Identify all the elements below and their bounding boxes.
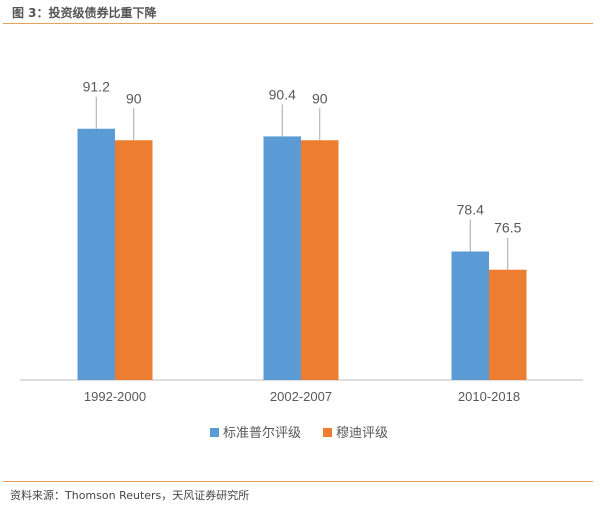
x-tick-label: 2010-2018 (458, 389, 520, 404)
bar-0-0 (77, 128, 115, 380)
data-label: 90 (126, 90, 142, 106)
data-label: 76.5 (494, 220, 521, 236)
data-label: 90 (312, 90, 328, 106)
data-label: 91.2 (83, 79, 110, 95)
bar-1-0 (115, 140, 153, 380)
bottom-divider (3, 481, 593, 482)
legend-label-0: 标准普尔评级 (223, 426, 301, 441)
bar-0-2 (451, 251, 489, 380)
bar-1-1 (301, 140, 339, 380)
figure-title: 图 3：投资级债券比重下降 (12, 6, 157, 20)
bar-0-1 (263, 136, 301, 380)
source-note: 资料来源：Thomson Reuters，天风证券研究所 (10, 489, 250, 502)
legend-swatch-1 (323, 428, 332, 437)
x-tick-label: 2002-2007 (270, 389, 332, 404)
data-label: 90.4 (269, 86, 296, 102)
x-tick-label: 1992-2000 (84, 389, 146, 404)
legend-swatch-0 (210, 428, 219, 437)
legend-label-1: 穆迪评级 (336, 426, 388, 441)
top-divider (3, 23, 593, 24)
bar-1-2 (489, 269, 527, 380)
data-label: 78.4 (457, 201, 484, 217)
bar-chart: 91.2 90 1992-2000 90.4 90 2002-2007 78.4 76.5 20… (20, 79, 583, 441)
